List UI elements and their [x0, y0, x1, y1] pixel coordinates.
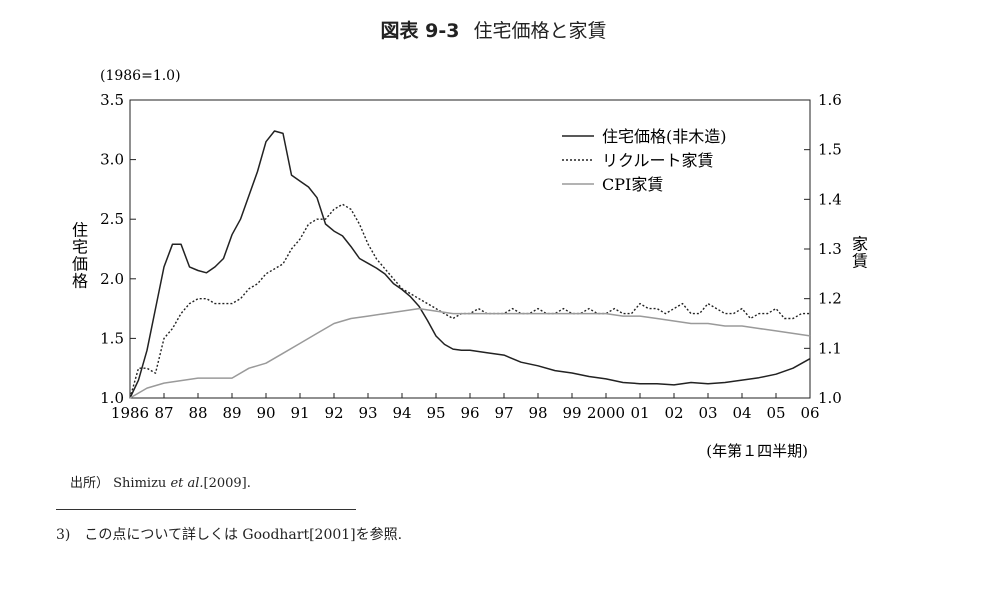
x-tick-label: 1986 [111, 404, 149, 422]
legend: 住宅価格(非木造) リクルート家賃 CPI家賃 [562, 127, 727, 194]
x-tick-label: 94 [392, 404, 411, 422]
x-tick-label: 89 [222, 404, 241, 422]
x-tick-label: 95 [426, 404, 445, 422]
footnote: 3) この点について詳しくは Goodhart[2001]を参照. [56, 527, 403, 543]
right-tick-label: 1.0 [818, 389, 842, 407]
left-tick-label: 3.0 [100, 151, 124, 169]
right-tick-label: 1.4 [818, 190, 842, 208]
source-label: 出所） [70, 476, 110, 491]
legend-label-1: リクルート家賃 [602, 151, 714, 170]
x-tick-label: 87 [154, 404, 173, 422]
left-tick-label: 2.5 [100, 210, 124, 228]
left-tick-label: 3.5 [100, 91, 124, 109]
x-tick-label: 06 [800, 404, 819, 422]
x-tick-label: 04 [732, 404, 751, 422]
left-tick-label: 1.0 [100, 389, 124, 407]
left-axis-label: 住宅価格 [72, 221, 88, 291]
x-tick-label: 91 [290, 404, 309, 422]
x-tick-label: 05 [766, 404, 785, 422]
source-etal: et al. [170, 476, 204, 491]
x-tick-label: 01 [630, 404, 649, 422]
legend-label-0: 住宅価格(非木造) [602, 127, 727, 146]
x-tick-label: 2000 [587, 404, 625, 422]
figure-title-line: 図表 9-3 住宅価格と家賃 [0, 16, 987, 43]
x-tick-label: 88 [188, 404, 207, 422]
x-tick-label: 02 [664, 404, 683, 422]
left-tick-label: 2.0 [100, 270, 124, 288]
x-tick-label: 97 [494, 404, 513, 422]
x-tick-label: 96 [460, 404, 479, 422]
x-tick-label: 03 [698, 404, 717, 422]
line-chart: (1986=1.0) 1.01.52.02.53.03.5 1.01.11.21… [72, 68, 868, 460]
source-authors: Shimizu [113, 476, 171, 491]
figure-title: 住宅価格と家賃 [473, 20, 607, 42]
figure-number: 図表 9-3 [380, 20, 460, 42]
x-tick-label: 99 [562, 404, 581, 422]
right-axis: 1.0 1.1 1.2 1.3 1.4 1.5 1.6 [804, 91, 842, 407]
right-tick-label: 1.2 [818, 290, 842, 308]
x-unit-note: (年第１四半期) [706, 442, 808, 460]
footnote-divider [56, 509, 356, 510]
index-note: (1986=1.0) [100, 68, 181, 84]
source-note: 出所） Shimizu et al.[2009]. [70, 472, 251, 491]
legend-label-2: CPI家賃 [602, 175, 663, 194]
right-axis-label: 家賃 [852, 235, 868, 271]
right-tick-label: 1.5 [818, 141, 842, 159]
left-axis: 1.0 1.5 2.0 2.5 3.0 3.5 [100, 91, 136, 407]
right-tick-label: 1.3 [818, 240, 842, 258]
left-tick-label: 1.5 [100, 329, 124, 347]
x-tick-label: 98 [528, 404, 547, 422]
series-lines [129, 130, 811, 399]
x-axis: 1986 87 88 89 90 91 92 93 94 95 96 97 98 99 2000 01 02 03… [111, 393, 820, 422]
source-year: [2009]. [203, 476, 251, 491]
x-tick-label: 93 [358, 404, 377, 422]
right-tick-label: 1.6 [818, 91, 842, 109]
right-tick-label: 1.1 [818, 339, 842, 357]
x-tick-label: 92 [324, 404, 343, 422]
series-line-0 [129, 130, 811, 399]
x-tick-label: 90 [256, 404, 275, 422]
series-line-2 [129, 307, 811, 399]
